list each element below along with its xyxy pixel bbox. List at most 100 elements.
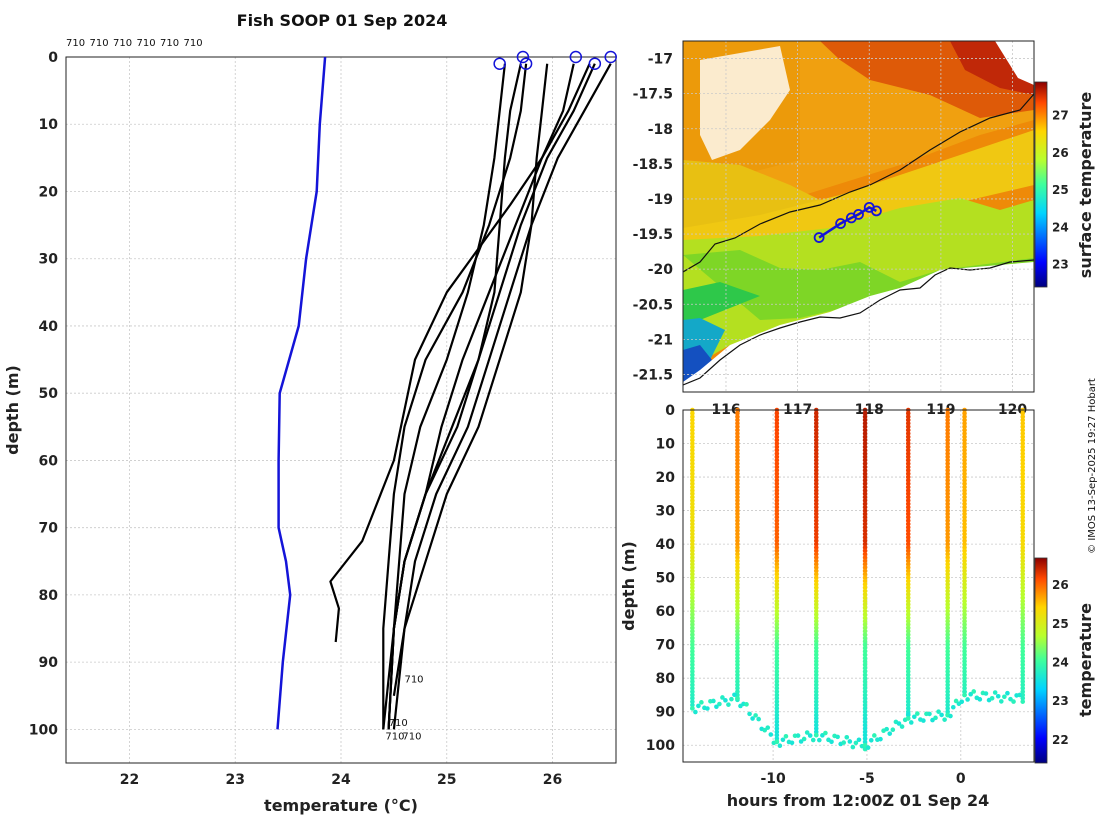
section-point (774, 551, 780, 557)
section-point (711, 698, 716, 704)
section-point (945, 478, 950, 483)
section-point (862, 585, 868, 590)
section-point (1020, 551, 1026, 557)
section-point (945, 639, 950, 644)
section-point (862, 602, 868, 607)
section-point (965, 697, 970, 702)
section-point (945, 451, 950, 456)
map-y-tick-label: -19.5 (633, 227, 673, 243)
section-point (1020, 541, 1026, 547)
map-colorbar-tick: 25 (1052, 183, 1069, 197)
section-point (953, 698, 959, 704)
section-point (690, 444, 695, 450)
section-point (1020, 498, 1026, 503)
section-point (962, 632, 967, 637)
section-point (945, 488, 950, 493)
section-point (905, 504, 911, 510)
section-colorbar-ticks: 22 23 24 25 26 (1052, 578, 1069, 747)
section-point (735, 689, 740, 694)
section-point (774, 612, 780, 617)
section-point (1020, 545, 1026, 550)
section-point (813, 447, 819, 453)
section-point (1020, 595, 1026, 601)
section-point (735, 679, 740, 684)
section-point (962, 441, 967, 446)
section-point (774, 525, 780, 530)
section-point (774, 541, 780, 547)
section-point (690, 498, 695, 503)
section-point (1020, 592, 1026, 597)
section-point (735, 649, 740, 654)
section-point (780, 737, 786, 743)
section-point (690, 427, 695, 433)
section-point (690, 585, 695, 590)
section-point (1020, 605, 1026, 611)
section-point (962, 575, 967, 580)
section-point (945, 498, 950, 503)
section-point (862, 645, 868, 651)
section-point (735, 561, 740, 567)
section-point (813, 545, 819, 550)
section-point (813, 498, 819, 503)
section-point (690, 588, 695, 594)
section-point (1020, 528, 1026, 533)
section-point (690, 528, 695, 533)
section-point (945, 571, 950, 577)
profile-start-marker (519, 57, 533, 70)
section-point (774, 622, 780, 627)
map-grid (683, 41, 1034, 392)
section-point (896, 721, 902, 726)
section-point (735, 612, 740, 617)
section-point (690, 669, 695, 674)
section-y-tick-label: 100 (646, 738, 675, 754)
section-point (862, 454, 868, 460)
section-point (862, 716, 868, 721)
section-point (690, 706, 695, 711)
section-point (945, 484, 950, 490)
section-point (905, 689, 911, 694)
profile-start-marker (516, 50, 530, 64)
profile-start-markers (493, 50, 617, 70)
section-point (735, 521, 740, 527)
section-point (813, 468, 819, 473)
section-point (915, 711, 920, 716)
section-point (865, 745, 871, 750)
section-point (962, 639, 967, 644)
section-point (774, 649, 780, 654)
section-x-tick-label: -5 (859, 771, 875, 787)
section-point (735, 481, 740, 487)
section-point (813, 598, 819, 604)
section-point (813, 424, 819, 430)
section-point (862, 531, 868, 537)
section-point (1020, 642, 1026, 647)
section-point (690, 561, 695, 567)
top-label: 710 (66, 38, 85, 49)
section-point (735, 491, 740, 497)
section-point (813, 665, 819, 671)
section-point (774, 427, 780, 433)
section-point (962, 471, 967, 476)
section-point (735, 531, 740, 537)
section-point (962, 662, 967, 668)
section-point (774, 538, 780, 544)
section-point (735, 551, 740, 557)
section-point (774, 709, 780, 715)
section-point (862, 441, 868, 446)
section-point (729, 696, 734, 702)
section-point (774, 531, 780, 537)
section-point (862, 444, 868, 450)
section-point (813, 575, 819, 580)
section-point (823, 730, 828, 736)
section-point (735, 508, 740, 513)
section-point (690, 424, 695, 430)
section-point (1020, 468, 1026, 473)
section-point (690, 595, 695, 601)
section-point (868, 737, 874, 743)
section-point (862, 622, 868, 627)
section-point (962, 608, 967, 614)
section-point (813, 635, 819, 641)
section-point (912, 714, 917, 720)
section-point (774, 689, 780, 694)
section-point (1020, 491, 1026, 497)
section-point (735, 582, 740, 587)
